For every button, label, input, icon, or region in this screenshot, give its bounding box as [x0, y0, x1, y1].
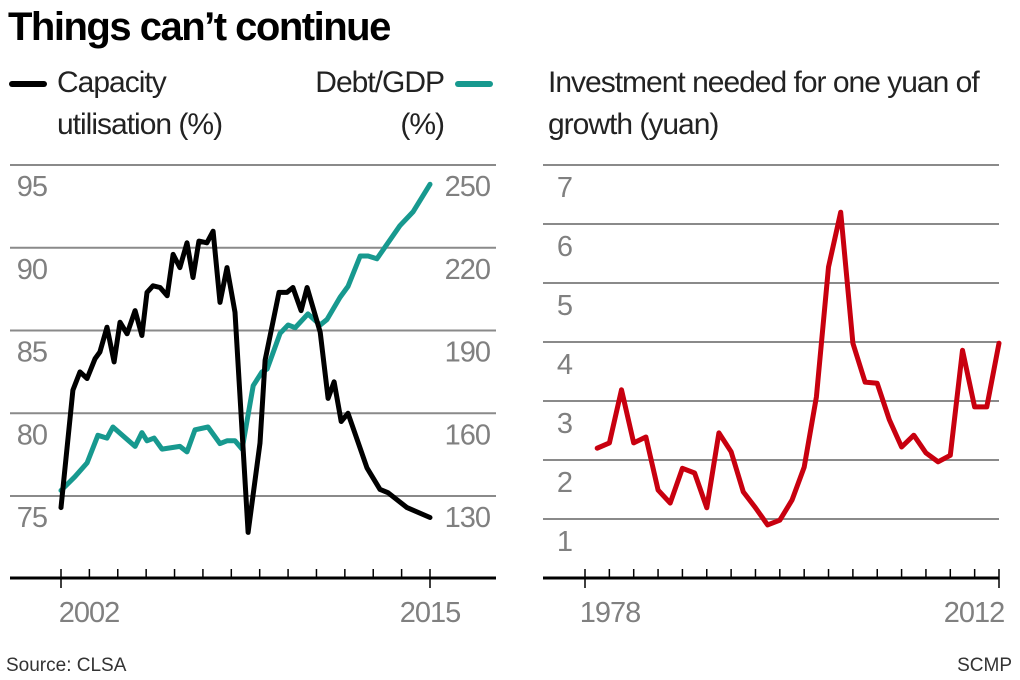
series-line-capacity-utilisation	[58, 228, 433, 535]
right-y-tick-label: 190	[445, 337, 490, 369]
credit-note: SCMP	[957, 655, 1012, 676]
y-tick-label: 2	[557, 467, 572, 499]
series-line-debt-gdp	[58, 181, 433, 493]
y-tick-label: 1	[557, 526, 572, 558]
chart-title: Things can’t continue	[8, 5, 390, 49]
series-line-investment	[594, 209, 1002, 528]
left-y-tick-label: 90	[17, 254, 47, 286]
left-y-tick-label: 75	[17, 502, 47, 534]
x-tick-label: 1978	[580, 597, 641, 629]
left-y-tick-label: 85	[17, 337, 47, 369]
y-tick-label: 3	[557, 408, 572, 440]
source-note: Source: CLSA	[6, 655, 127, 676]
y-tick-label: 4	[557, 349, 573, 381]
right-y-tick-label: 220	[445, 254, 490, 286]
right-y-tick-label: 160	[445, 419, 490, 451]
right-y-tick-label: 250	[445, 171, 490, 203]
left-chart: 95 250 90 220 85 190 80 160 75 130 2002 2015	[10, 164, 496, 629]
legend-debt-label: Debt/GDP (%)	[315, 66, 445, 141]
left-y-tick-label: 95	[17, 171, 47, 203]
y-tick-label: 7	[557, 172, 572, 204]
right-chart-title: Investment needed for one yuan of growth…	[548, 66, 980, 141]
y-tick-label: 5	[557, 290, 572, 322]
legend-capacity-label: Capacity utilisation (%)	[57, 66, 223, 141]
x-tick-label: 2015	[400, 597, 461, 629]
right-chart: 7 6 5 4 3 2 1 1978 2012	[543, 164, 1005, 629]
left-y-tick-label: 80	[17, 419, 47, 451]
x-tick-label: 2002	[59, 597, 120, 629]
right-y-tick-label: 130	[445, 502, 490, 534]
y-tick-label: 6	[557, 231, 572, 263]
x-tick-label: 2012	[944, 597, 1005, 629]
